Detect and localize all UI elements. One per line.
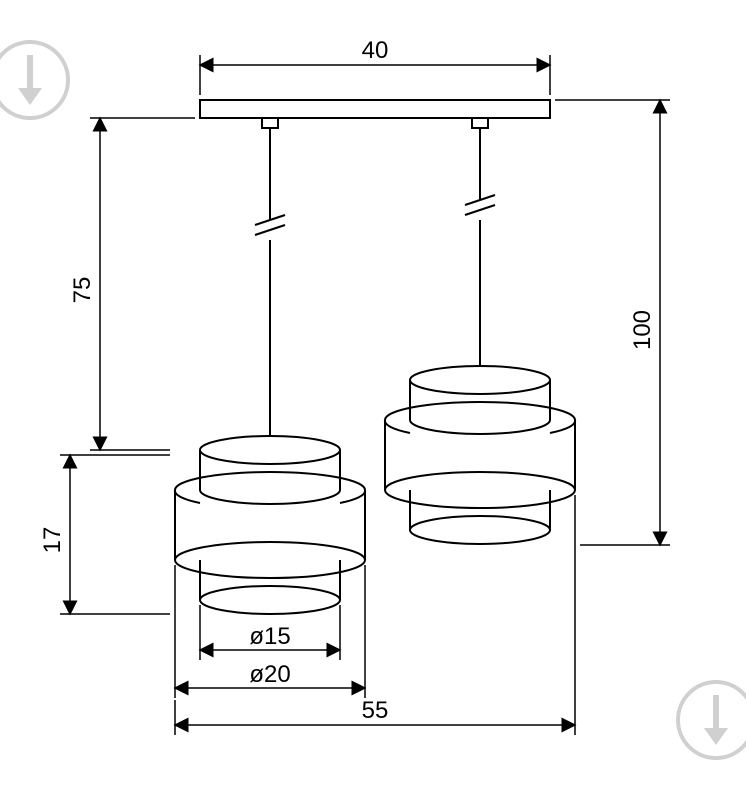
dim-total-width-label: 55 <box>362 697 389 724</box>
dim-cable-length <box>90 118 195 450</box>
watermark-top-left <box>0 42 68 118</box>
watermark-bottom-right <box>678 682 746 758</box>
dim-outer-diameter-label: ø20 <box>249 661 290 688</box>
ceiling-plate <box>200 100 550 118</box>
technical-drawing: 40 100 75 17 ø15 ø20 55 <box>0 0 746 799</box>
dim-shade-height-label: 17 <box>39 527 66 554</box>
dim-total-height-label: 100 <box>629 310 656 350</box>
dim-inner-diameter-label: ø15 <box>249 623 290 650</box>
cable-left <box>255 128 285 450</box>
dim-ceiling-width-label: 40 <box>362 37 389 64</box>
cable-connectors <box>262 118 488 128</box>
cable-right <box>465 128 495 380</box>
lamp-shade-right <box>385 366 575 544</box>
lamp-shade-left <box>175 436 365 614</box>
dim-shade-height <box>60 455 170 614</box>
dim-cable-length-label: 75 <box>69 277 96 304</box>
diagram-container: 40 100 75 17 ø15 ø20 55 <box>0 0 746 799</box>
